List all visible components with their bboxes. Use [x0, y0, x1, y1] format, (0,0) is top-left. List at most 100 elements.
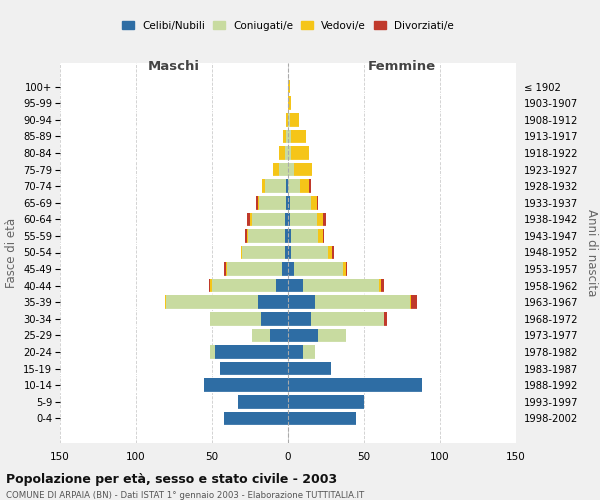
- Bar: [288, 346, 303, 359]
- Bar: [317, 196, 319, 209]
- Bar: [286, 130, 288, 143]
- Bar: [288, 130, 291, 143]
- Bar: [288, 412, 356, 425]
- Bar: [220, 362, 288, 376]
- Bar: [262, 180, 265, 193]
- Bar: [288, 96, 291, 110]
- Bar: [288, 113, 290, 126]
- Bar: [317, 212, 323, 226]
- Bar: [259, 196, 286, 209]
- Bar: [288, 395, 364, 408]
- Bar: [226, 262, 227, 276]
- Bar: [273, 162, 279, 176]
- Bar: [227, 262, 282, 276]
- Bar: [251, 328, 270, 342]
- Bar: [291, 229, 319, 242]
- Bar: [288, 362, 331, 376]
- Bar: [285, 246, 288, 260]
- Bar: [316, 296, 410, 309]
- Bar: [270, 328, 288, 342]
- Bar: [290, 196, 311, 209]
- Bar: [165, 296, 166, 309]
- Bar: [288, 212, 290, 226]
- Bar: [245, 229, 247, 242]
- Bar: [283, 130, 286, 143]
- Bar: [328, 246, 332, 260]
- Bar: [294, 162, 313, 176]
- Bar: [291, 246, 328, 260]
- Bar: [332, 246, 334, 260]
- Bar: [411, 296, 417, 309]
- Bar: [288, 162, 294, 176]
- Bar: [303, 279, 379, 292]
- Bar: [379, 279, 381, 292]
- Text: Maschi: Maschi: [148, 60, 200, 74]
- Bar: [279, 146, 285, 160]
- Bar: [290, 113, 299, 126]
- Bar: [248, 229, 285, 242]
- Bar: [285, 146, 288, 160]
- Bar: [251, 212, 285, 226]
- Bar: [323, 212, 326, 226]
- Bar: [288, 378, 422, 392]
- Bar: [260, 312, 288, 326]
- Bar: [288, 279, 303, 292]
- Bar: [290, 212, 317, 226]
- Bar: [288, 328, 319, 342]
- Bar: [211, 312, 260, 326]
- Bar: [343, 262, 346, 276]
- Bar: [285, 212, 288, 226]
- Bar: [384, 312, 387, 326]
- Bar: [257, 296, 288, 309]
- Bar: [285, 229, 288, 242]
- Bar: [319, 229, 323, 242]
- Bar: [288, 296, 316, 309]
- Bar: [238, 395, 288, 408]
- Bar: [166, 296, 257, 309]
- Bar: [288, 262, 294, 276]
- Bar: [286, 196, 288, 209]
- Bar: [276, 279, 288, 292]
- Bar: [250, 212, 251, 226]
- Bar: [410, 296, 411, 309]
- Bar: [257, 196, 259, 209]
- Bar: [247, 229, 248, 242]
- Bar: [319, 328, 346, 342]
- Bar: [346, 262, 347, 276]
- Bar: [288, 80, 290, 94]
- Bar: [288, 312, 311, 326]
- Bar: [286, 180, 288, 193]
- Bar: [311, 312, 384, 326]
- Y-axis label: Fasce di età: Fasce di età: [5, 218, 17, 288]
- Bar: [294, 262, 343, 276]
- Bar: [279, 162, 288, 176]
- Bar: [288, 196, 290, 209]
- Bar: [247, 212, 250, 226]
- Bar: [381, 279, 384, 292]
- Bar: [303, 346, 316, 359]
- Bar: [291, 130, 306, 143]
- Bar: [211, 346, 215, 359]
- Bar: [288, 146, 291, 160]
- Bar: [288, 246, 291, 260]
- Text: Femmine: Femmine: [368, 60, 436, 74]
- Bar: [311, 196, 317, 209]
- Bar: [309, 180, 311, 193]
- Bar: [212, 279, 276, 292]
- Bar: [286, 113, 288, 126]
- Text: Popolazione per età, sesso e stato civile - 2003: Popolazione per età, sesso e stato civil…: [6, 472, 337, 486]
- Bar: [323, 229, 325, 242]
- Bar: [291, 146, 309, 160]
- Bar: [224, 412, 288, 425]
- Bar: [215, 346, 288, 359]
- Legend: Celibi/Nubili, Coniugati/e, Vedovi/e, Divorziati/e: Celibi/Nubili, Coniugati/e, Vedovi/e, Di…: [118, 16, 458, 34]
- Bar: [241, 246, 242, 260]
- Bar: [288, 229, 291, 242]
- Bar: [288, 180, 300, 193]
- Bar: [282, 262, 288, 276]
- Bar: [256, 196, 257, 209]
- Bar: [211, 279, 212, 292]
- Bar: [242, 246, 285, 260]
- Bar: [265, 180, 286, 193]
- Bar: [209, 279, 211, 292]
